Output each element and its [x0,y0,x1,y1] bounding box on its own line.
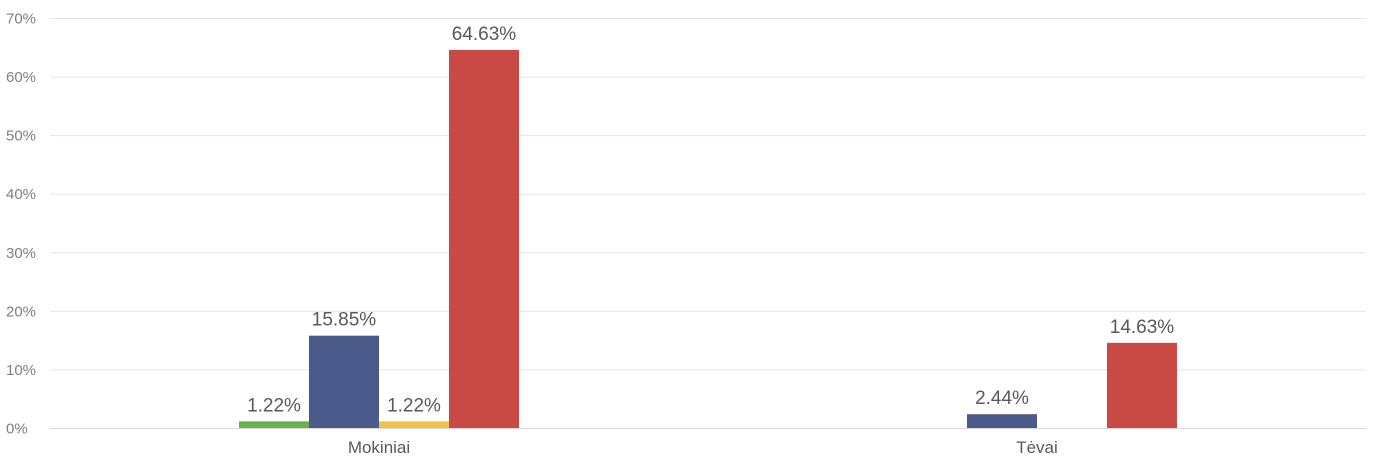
bar [379,421,449,429]
data-label: 1.22% [247,395,301,416]
data-label: 1.22% [387,395,441,416]
bar [449,49,519,429]
data-labels: 1.22% 15.85% 1.22% 64.63% 2.44% 14.63% [247,24,1174,416]
x-axis-categories: Mokiniai Tėvai [348,438,1058,457]
bar [1107,342,1177,429]
y-axis-ticks: 0% 10% 20% 30% 40% 50% 60% 70% [6,11,36,438]
y-tick-label: 30% [6,245,36,262]
x-category-label: Tėvai [1016,438,1058,457]
bar [239,421,309,429]
y-tick-label: 0% [6,421,28,438]
y-tick-label: 20% [6,303,36,320]
gridlines [50,18,1366,371]
data-label: 64.63% [452,24,517,45]
data-label: 2.44% [975,388,1029,409]
y-tick-label: 60% [6,69,36,86]
y-tick-label: 10% [6,362,36,379]
x-category-label: Mokiniai [348,438,410,457]
data-label: 14.63% [1110,317,1175,338]
y-tick-label: 50% [6,128,36,145]
bar [967,414,1037,429]
bar [309,335,379,429]
y-tick-label: 70% [6,11,36,28]
y-tick-label: 40% [6,186,36,203]
data-label: 15.85% [312,310,377,331]
bars [239,49,1177,429]
